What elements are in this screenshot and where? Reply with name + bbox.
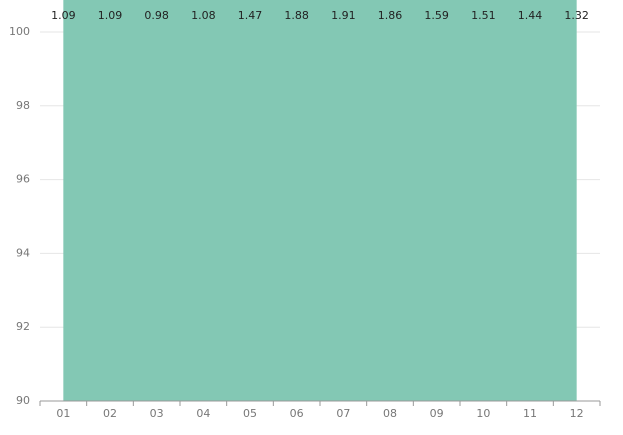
x-tick-label: 09 [430,407,444,420]
value-label: 1.09 [51,9,76,22]
value-label: 1.88 [284,9,309,22]
y-tick-label: 100 [9,25,30,38]
areas [63,0,577,401]
x-tick-label: 03 [150,407,164,420]
y-tick-label: 98 [16,99,30,112]
value-label: 1.44 [518,9,543,22]
value-label: 1.91 [331,9,356,22]
value-label: 1.09 [98,9,123,22]
value-label: 1.08 [191,9,216,22]
x-tick-label: 08 [383,407,397,420]
x-tick-label: 06 [290,407,304,420]
x-tick-label: 12 [570,407,584,420]
y-tick-label: 94 [16,246,30,259]
x-tick-label: 04 [196,407,210,420]
x-tick-label: 07 [336,407,350,420]
value-label: 1.86 [378,9,403,22]
x-tick-label: 01 [56,407,70,420]
x-tick-label: 05 [243,407,257,420]
value-label: 0.98 [144,9,169,22]
area [63,0,577,401]
x-tick-label: 10 [476,407,490,420]
value-label: 1.59 [424,9,449,22]
value-label: 1.32 [564,9,589,22]
y-tick-label: 90 [16,394,30,407]
y-tick-label: 96 [16,173,30,186]
y-tick-label: 92 [16,320,30,333]
labels: 95.3496.3696.6496.4595.1193.8393.7393.79… [51,9,589,22]
x-tick-label: 11 [523,407,537,420]
value-label: 1.51 [471,9,496,22]
x-tick-label: 02 [103,407,117,420]
value-label: 1.47 [238,9,263,22]
